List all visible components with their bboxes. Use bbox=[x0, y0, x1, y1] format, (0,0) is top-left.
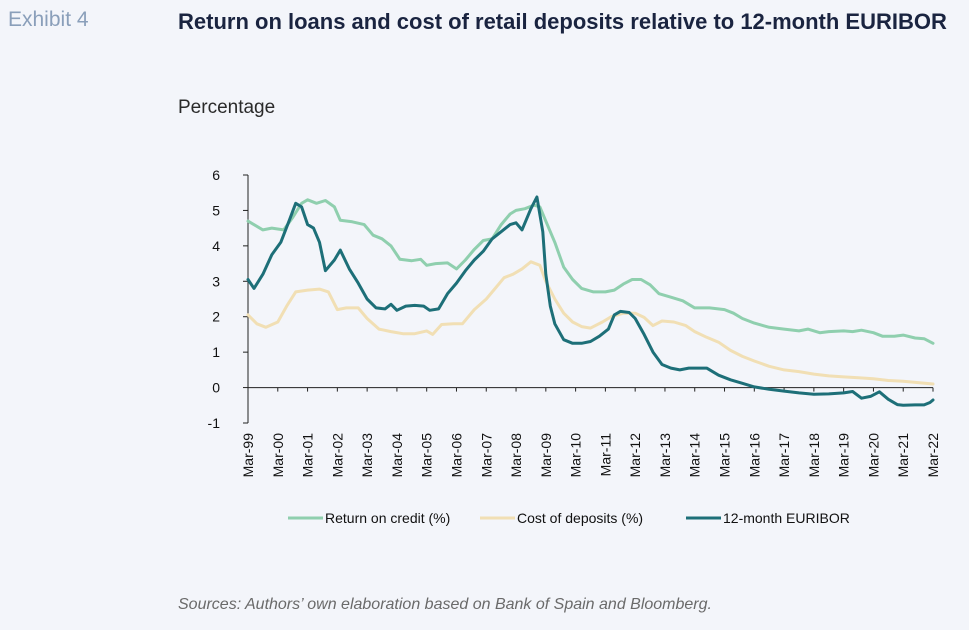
x-tick-label: Mar-12 bbox=[627, 433, 643, 478]
y-tick-label: -1 bbox=[208, 415, 221, 431]
x-tick-label: Mar-02 bbox=[329, 433, 345, 478]
x-tick-label: Mar-15 bbox=[717, 433, 733, 478]
x-tick-label: Mar-22 bbox=[925, 433, 941, 478]
exhibit-label: Exhibit 4 bbox=[8, 8, 89, 31]
y-tick-label: 1 bbox=[212, 344, 220, 360]
x-tick-label: Mar-05 bbox=[419, 433, 435, 478]
source-note: Sources: Authors’ own elaboration based … bbox=[178, 596, 712, 613]
x-tick-label: Mar-13 bbox=[657, 433, 673, 478]
x-tick-label: Mar-10 bbox=[568, 433, 584, 478]
y-tick-label: 0 bbox=[212, 380, 220, 396]
x-tick-label: Mar-11 bbox=[597, 433, 613, 477]
line-chart: -1 0 1 2 3 4 5 6 Mar-99 Mar-00 Mar-01 Mar-02 Mar-03 M… bbox=[208, 167, 941, 526]
unit-label: Percentage bbox=[178, 97, 276, 118]
x-tick-label: Mar-06 bbox=[448, 433, 464, 478]
x-tick-label: Mar-20 bbox=[865, 433, 881, 478]
chart-title: Return on loans and cost of retail depos… bbox=[178, 9, 947, 34]
x-tick-label: Mar-09 bbox=[538, 433, 554, 478]
x-tick-label: Mar-00 bbox=[270, 433, 286, 478]
series-line-0 bbox=[246, 198, 935, 345]
series-line-1 bbox=[246, 260, 935, 386]
y-tick-label: 2 bbox=[212, 309, 220, 325]
legend-label-0: Return on credit (%) bbox=[325, 510, 450, 526]
legend-label-2: 12-month EURIBOR bbox=[723, 510, 850, 526]
x-tick-label: Mar-07 bbox=[478, 433, 494, 478]
x-tick-label: Mar-18 bbox=[806, 433, 822, 478]
y-tick-label: 4 bbox=[212, 238, 220, 254]
x-tick-label: Mar-21 bbox=[895, 433, 911, 478]
x-tick-label: Mar-01 bbox=[300, 433, 316, 478]
x-tick-label: Mar-16 bbox=[746, 433, 762, 478]
y-tick-label: 5 bbox=[212, 202, 220, 218]
x-tick-label: Mar-14 bbox=[687, 433, 703, 478]
legend-label-1: Cost of deposits (%) bbox=[517, 510, 643, 526]
x-tick-label: Mar-19 bbox=[836, 433, 852, 478]
x-tick-label: Mar-17 bbox=[776, 433, 792, 478]
x-tick-label: Mar-03 bbox=[359, 433, 375, 478]
y-tick-label: 6 bbox=[212, 167, 220, 183]
x-tick-label: Mar-08 bbox=[508, 433, 524, 478]
y-tick-label: 3 bbox=[212, 273, 220, 289]
series-line-2 bbox=[246, 195, 935, 407]
x-tick-label: Mar-04 bbox=[389, 433, 405, 478]
x-tick-label: Mar-99 bbox=[240, 433, 256, 478]
